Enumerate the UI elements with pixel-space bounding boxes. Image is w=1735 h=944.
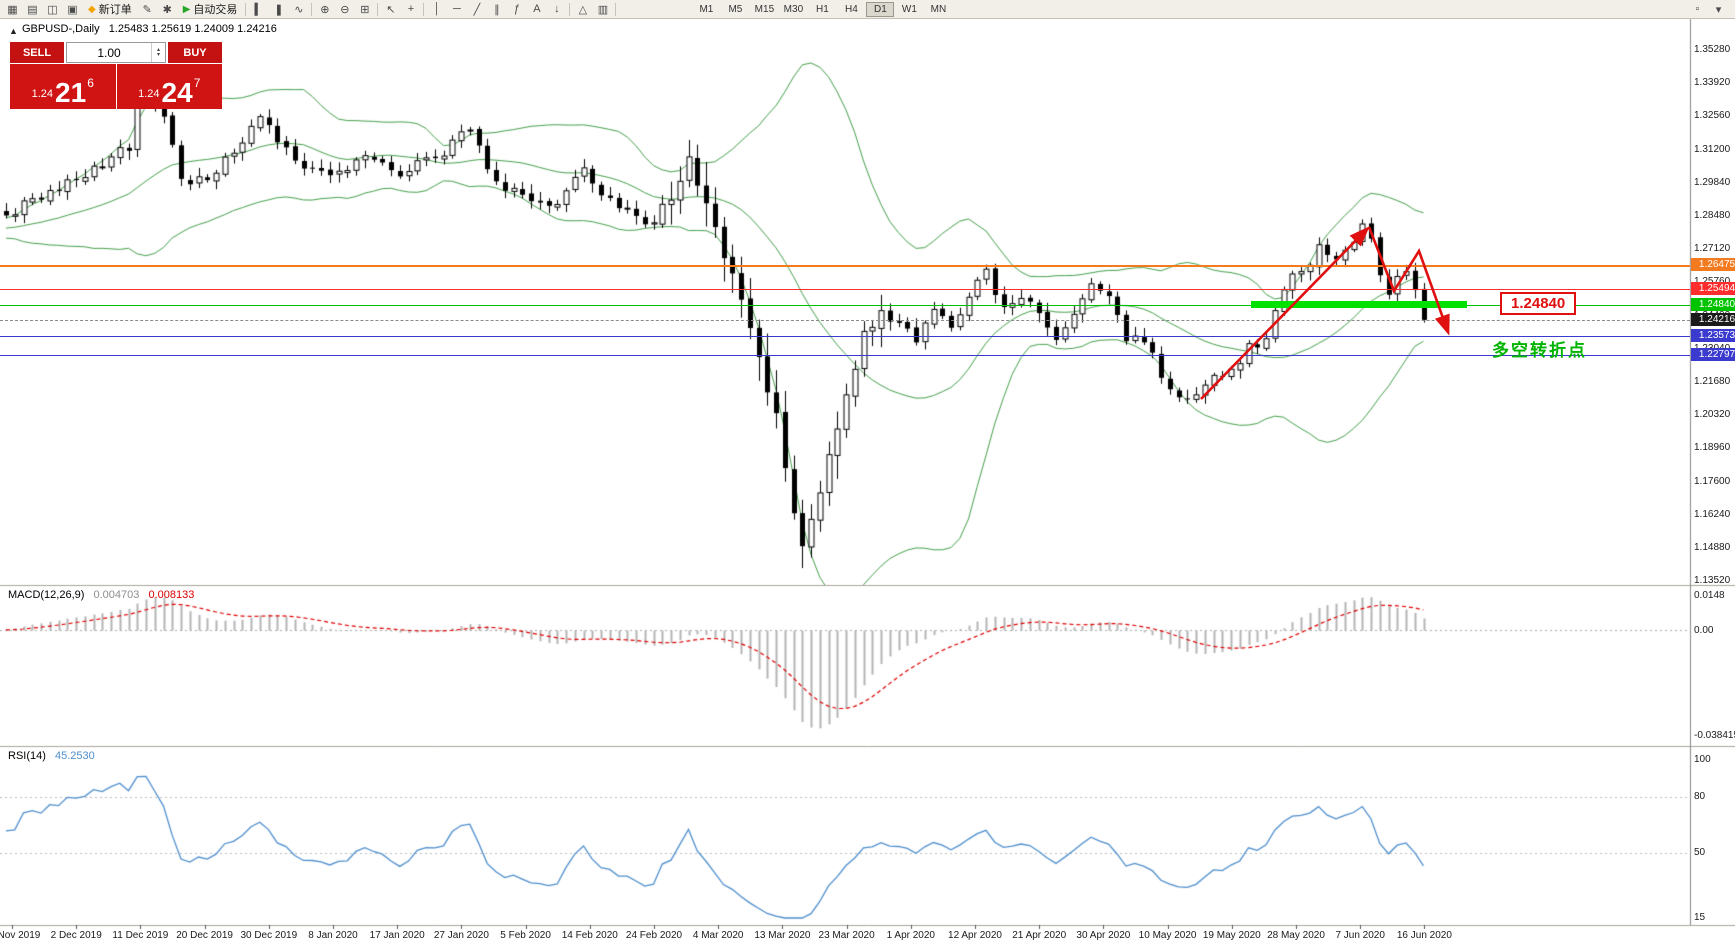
profiles-icon[interactable]: ▤ — [27, 3, 38, 16]
sell-price-big: 21 — [55, 77, 87, 108]
window-list-icon[interactable]: ▫ — [1695, 3, 1700, 15]
toolbar: ▦ ▤ ◫ ▣ ◆ 新订单 ✎ ✱ ▶ 自动交易 ▍ ❚ ∿ ⊕ ⊖ ⊞ ↖ + │ ─ ╱ ∥ ƒ A ↓ △ ▥ M1 M5 M15 M… — [0, 0, 1735, 19]
macd-name: MACD(12,26,9) — [8, 589, 85, 601]
sell-price-display[interactable]: 1.24 21 6 — [10, 64, 116, 109]
symbol-title: GBPUSD-,Daily 1.25483 1.25619 1.24009 1.… — [22, 23, 277, 35]
buy-price-prefix: 1.24 — [138, 88, 160, 100]
rsi-name: RSI(14) — [8, 750, 46, 762]
zoom-out-icon[interactable]: ⊖ — [340, 3, 350, 16]
timeframe-m30-button[interactable]: M30 — [783, 3, 804, 15]
auto-trading-icon: ▶ — [182, 3, 191, 15]
cursor-icon[interactable]: ↖ — [386, 3, 396, 16]
new-order-button-label: 新订单 — [98, 4, 132, 16]
symbol-period-label: GBPUSD-,Daily — [22, 23, 100, 35]
trendline-icon[interactable]: ╱ — [473, 3, 481, 16]
new-order-button[interactable]: ◆ 新订单 — [83, 1, 137, 17]
buy-price-sup: 7 — [193, 76, 201, 90]
templates-icon[interactable]: ▥ — [597, 3, 609, 16]
spinner-up-icon[interactable]: ▴ — [156, 46, 160, 53]
line-chart-icon[interactable]: ∿ — [294, 3, 304, 16]
tile-windows-icon[interactable]: ⊞ — [360, 3, 370, 16]
timeframe-m1-button[interactable]: M1 — [699, 3, 714, 15]
timeframe-h4-button[interactable]: H4 — [845, 3, 858, 15]
more-tools-icon[interactable]: ▾ — [1715, 3, 1722, 16]
macd-indicator-header: MACD(12,26,9) 0.004703 0.008133 — [8, 589, 194, 601]
market-watch-icon[interactable]: ◫ — [47, 3, 58, 16]
candlestick-chart-icon[interactable]: ❚ — [274, 3, 284, 16]
zoom-in-icon[interactable]: ⊕ — [320, 3, 330, 16]
volume-input[interactable]: 1.00 ▴ ▾ — [66, 42, 166, 63]
toolbar-separator — [377, 2, 379, 16]
toolbar-main: ▦ ▤ ◫ ▣ ◆ 新订单 ✎ ✱ ▶ 自动交易 ▍ ❚ ∿ ⊕ ⊖ ⊞ ↖ + │ ─ ╱ ∥ ƒ A ↓ △ ▥ M1 M5 M15 M… — [3, 1, 952, 17]
timeframe-d1-button[interactable]: D1 — [866, 1, 895, 17]
macd-axis-zero-label: 0.00 — [1694, 624, 1714, 636]
sell-price-sup: 6 — [87, 76, 94, 90]
new-order-icon: ◆ — [88, 3, 96, 15]
options-icon[interactable]: ✱ — [162, 3, 172, 16]
toolbar-separator — [311, 2, 313, 16]
crosshair-icon[interactable]: + — [407, 3, 415, 15]
buy-price-big: 24 — [161, 77, 193, 108]
buy-price-display[interactable]: 1.24 24 7 — [116, 64, 222, 109]
spinner-down-icon[interactable]: ▾ — [156, 51, 160, 58]
buy-button[interactable]: BUY — [168, 42, 222, 63]
volume-spinner[interactable]: ▴ ▾ — [151, 43, 165, 62]
timeframe-h1-button[interactable]: H1 — [816, 3, 829, 15]
data-window-icon[interactable]: ▣ — [67, 3, 78, 16]
indicators-icon[interactable]: △ — [578, 3, 588, 16]
macd-axis-max-label: 0.0148 — [1694, 590, 1725, 601]
one-click-trading-widget: SELL 1.00 ▴ ▾ BUY 1.24 21 6 1.24 24 7 — [10, 42, 222, 109]
arrow-objects-icon[interactable]: ↓ — [554, 3, 560, 15]
sell-button[interactable]: SELL — [10, 42, 64, 63]
macd-axis-min-label: -0.038415 — [1694, 730, 1735, 741]
equidistant-channel-icon[interactable]: ∥ — [494, 3, 500, 16]
new-chart-icon[interactable]: ▦ — [7, 3, 18, 16]
toolbar-separator — [423, 2, 425, 16]
sell-price-prefix: 1.24 — [31, 88, 54, 100]
text-label-icon[interactable]: A — [533, 3, 541, 15]
vertical-line-icon[interactable]: │ — [433, 3, 441, 15]
rsi-value: 45.2530 — [54, 750, 95, 762]
ohlc-values: 1.25483 1.25619 1.24009 1.24216 — [108, 23, 277, 35]
fibonacci-icon[interactable]: ƒ — [513, 3, 520, 15]
one-click-collapse-button[interactable]: ▲ — [9, 26, 18, 36]
auto-trading-button[interactable]: ▶ 自动交易 — [178, 1, 243, 17]
toolbar-separator — [569, 2, 571, 16]
toolbar-right: ▫ ▾ — [1688, 1, 1732, 17]
turning-point-note: 多空转折点 — [1492, 341, 1587, 360]
price-callout-label: 1.24840 — [1500, 292, 1577, 315]
toolbar-separator — [615, 2, 617, 16]
timeframe-w1-button[interactable]: W1 — [901, 3, 917, 15]
bar-chart-icon[interactable]: ▍ — [254, 3, 264, 16]
horizontal-line-icon[interactable]: ─ — [453, 3, 461, 15]
auto-trading-button-label: 自动交易 — [193, 4, 238, 16]
timeframe-mn-button[interactable]: MN — [930, 3, 947, 15]
timeframe-m5-button[interactable]: M5 — [728, 3, 743, 15]
metaeditor-icon[interactable]: ✎ — [142, 3, 152, 16]
volume-value: 1.00 — [97, 45, 121, 60]
macd-main-value: 0.004703 — [93, 589, 140, 601]
rsi-indicator-header: RSI(14) 45.2530 — [8, 750, 95, 762]
toolbar-separator — [245, 2, 247, 16]
macd-signal-value: 0.008133 — [148, 589, 195, 601]
timeframe-m15-button[interactable]: M15 — [754, 3, 775, 15]
